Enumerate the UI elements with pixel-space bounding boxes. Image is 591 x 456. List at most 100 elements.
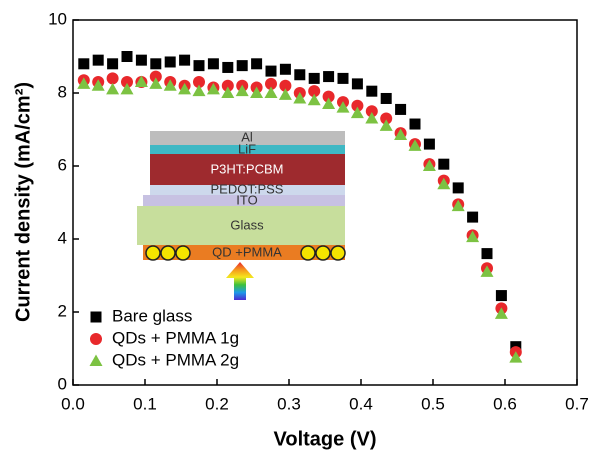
point <box>265 77 277 90</box>
layer-label: QD +PMMA <box>212 244 282 259</box>
point <box>365 112 379 124</box>
point <box>121 51 133 62</box>
point <box>77 77 91 89</box>
x-tick-label: 0.7 <box>565 394 589 413</box>
layer-label: LiF <box>238 141 256 156</box>
y-axis-label: Current density (mA/cm²) <box>12 82 34 322</box>
point <box>193 76 205 89</box>
x-tick-label: 0.5 <box>421 394 445 413</box>
point <box>134 75 148 88</box>
point <box>163 79 177 91</box>
point <box>409 118 421 130</box>
y-tick-label: 6 <box>58 155 67 174</box>
point <box>135 54 147 66</box>
point <box>236 60 248 72</box>
point <box>308 72 320 84</box>
y-tick-label: 0 <box>58 374 67 393</box>
point <box>438 158 450 170</box>
point <box>221 86 235 98</box>
point <box>206 82 220 95</box>
legend-label: QDs + PMMA 2g <box>112 350 239 369</box>
legend-marker <box>90 333 102 345</box>
legend-marker <box>89 354 103 366</box>
point <box>466 230 480 243</box>
legend-label: Bare glass <box>112 306 192 325</box>
point <box>351 99 364 112</box>
point <box>120 82 134 95</box>
x-tick-label: 0.0 <box>61 394 85 413</box>
point <box>207 58 219 70</box>
layer-al <box>150 131 345 145</box>
point <box>350 106 364 119</box>
point <box>106 72 119 85</box>
point <box>452 182 464 194</box>
x-tick-label: 0.6 <box>493 394 517 413</box>
layer-qd <box>143 245 345 260</box>
point <box>107 58 119 70</box>
legend-label: QDs + PMMA 1g <box>112 328 239 347</box>
point <box>494 307 508 319</box>
point <box>149 77 163 89</box>
point <box>467 211 479 223</box>
point <box>509 351 523 363</box>
inset: Al LiF P3HT:PCBM PEDOT:PSS ITO Glass QD … <box>137 129 346 300</box>
layer-pedot <box>150 185 345 195</box>
point <box>178 82 192 95</box>
point <box>422 159 436 171</box>
point <box>91 79 105 91</box>
plot-frame <box>72 19 578 386</box>
point <box>336 101 350 113</box>
layer-glass <box>137 206 345 245</box>
y-tick-label: 2 <box>58 301 67 320</box>
point <box>149 70 162 83</box>
x-tick-label: 0.3 <box>277 394 301 413</box>
point <box>308 85 321 98</box>
layer-label: Glass <box>230 217 264 232</box>
point <box>251 58 263 70</box>
point <box>279 79 292 92</box>
point <box>294 69 306 81</box>
point <box>192 84 206 97</box>
point <box>293 91 307 104</box>
point <box>437 177 451 190</box>
point <box>322 97 336 109</box>
point <box>395 103 407 115</box>
y-tick-label: 8 <box>58 82 67 101</box>
point <box>121 76 133 89</box>
point <box>150 58 162 70</box>
y-tick-label: 4 <box>58 228 67 247</box>
point <box>278 88 292 100</box>
point <box>235 84 249 97</box>
point <box>365 105 378 118</box>
point <box>380 112 393 125</box>
x-tick-label: 0.4 <box>349 394 373 413</box>
layer-label: Al <box>241 129 253 144</box>
point <box>408 139 422 151</box>
point <box>222 61 234 73</box>
point <box>307 93 321 106</box>
point <box>423 138 435 150</box>
point <box>164 56 176 68</box>
point <box>322 90 335 103</box>
point <box>451 199 465 212</box>
point <box>366 85 378 97</box>
layer-active <box>150 154 345 185</box>
point <box>250 86 264 98</box>
point <box>265 65 277 77</box>
point <box>92 54 104 66</box>
point <box>394 128 408 140</box>
point <box>380 92 392 104</box>
point <box>193 60 205 72</box>
point <box>495 290 507 302</box>
legend-marker <box>90 311 102 323</box>
point <box>481 248 493 260</box>
point <box>78 58 90 70</box>
x-tick-label: 0.1 <box>133 394 157 413</box>
qd-dots <box>145 245 346 261</box>
x-axis-label: Voltage (V) <box>274 428 377 450</box>
point <box>264 86 278 98</box>
point <box>179 54 191 66</box>
layer-label: PEDOT:PSS <box>211 181 284 196</box>
point <box>480 265 494 277</box>
